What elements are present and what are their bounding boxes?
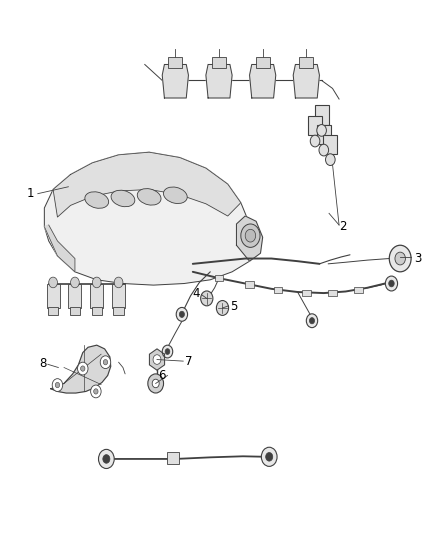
Polygon shape <box>51 345 111 393</box>
Text: 4: 4 <box>193 287 200 300</box>
Circle shape <box>153 355 161 365</box>
Text: 8: 8 <box>39 357 46 370</box>
FancyBboxPatch shape <box>256 56 270 68</box>
FancyBboxPatch shape <box>48 307 58 315</box>
Circle shape <box>71 277 79 288</box>
Circle shape <box>165 349 170 354</box>
Circle shape <box>201 291 213 306</box>
FancyBboxPatch shape <box>68 284 81 309</box>
FancyBboxPatch shape <box>46 284 60 309</box>
Circle shape <box>245 229 256 242</box>
Ellipse shape <box>163 187 187 204</box>
Circle shape <box>81 366 85 371</box>
Circle shape <box>241 224 260 247</box>
Circle shape <box>103 360 108 365</box>
FancyBboxPatch shape <box>168 56 182 68</box>
Polygon shape <box>44 225 75 272</box>
Polygon shape <box>162 64 188 98</box>
Circle shape <box>78 362 88 375</box>
FancyBboxPatch shape <box>245 281 254 288</box>
Circle shape <box>179 311 184 318</box>
Polygon shape <box>237 216 263 261</box>
FancyBboxPatch shape <box>92 307 102 315</box>
FancyBboxPatch shape <box>323 135 337 154</box>
Text: 3: 3 <box>414 252 422 265</box>
Circle shape <box>325 154 335 165</box>
Polygon shape <box>206 64 232 98</box>
Circle shape <box>306 314 318 328</box>
Circle shape <box>261 447 277 466</box>
Ellipse shape <box>111 190 135 207</box>
FancyBboxPatch shape <box>317 125 331 144</box>
FancyBboxPatch shape <box>314 106 328 125</box>
FancyBboxPatch shape <box>167 452 179 464</box>
Text: 6: 6 <box>159 369 166 382</box>
Circle shape <box>216 301 229 316</box>
Circle shape <box>99 449 114 469</box>
Text: 7: 7 <box>185 354 192 368</box>
Circle shape <box>94 389 98 394</box>
FancyBboxPatch shape <box>308 116 322 135</box>
FancyBboxPatch shape <box>212 56 226 68</box>
Circle shape <box>389 280 394 287</box>
Circle shape <box>52 378 63 391</box>
FancyBboxPatch shape <box>299 56 313 68</box>
Circle shape <box>148 374 163 393</box>
Circle shape <box>100 356 111 368</box>
Circle shape <box>395 252 406 265</box>
Circle shape <box>317 125 326 136</box>
FancyBboxPatch shape <box>90 284 103 309</box>
Circle shape <box>385 276 398 291</box>
FancyBboxPatch shape <box>302 290 311 296</box>
Polygon shape <box>44 152 254 285</box>
Circle shape <box>103 455 110 463</box>
Circle shape <box>266 453 273 461</box>
Circle shape <box>55 382 60 387</box>
Ellipse shape <box>137 189 161 205</box>
Circle shape <box>49 277 57 288</box>
Polygon shape <box>293 64 319 98</box>
Circle shape <box>152 379 159 387</box>
Text: 1: 1 <box>27 187 34 200</box>
Ellipse shape <box>85 192 109 208</box>
FancyBboxPatch shape <box>274 287 283 293</box>
Circle shape <box>309 318 314 324</box>
FancyBboxPatch shape <box>215 275 223 281</box>
Circle shape <box>319 144 328 156</box>
Text: 2: 2 <box>339 220 346 233</box>
FancyBboxPatch shape <box>113 307 124 315</box>
Circle shape <box>162 345 173 358</box>
Circle shape <box>91 385 101 398</box>
Circle shape <box>92 277 101 288</box>
FancyBboxPatch shape <box>70 307 80 315</box>
Circle shape <box>389 245 411 272</box>
Circle shape <box>114 277 123 288</box>
Circle shape <box>176 308 187 321</box>
Text: 5: 5 <box>230 301 237 313</box>
Polygon shape <box>149 349 165 370</box>
FancyBboxPatch shape <box>112 284 125 309</box>
Circle shape <box>310 135 320 147</box>
FancyBboxPatch shape <box>328 290 337 296</box>
Polygon shape <box>250 64 276 98</box>
FancyBboxPatch shape <box>354 287 363 293</box>
Polygon shape <box>53 152 241 217</box>
